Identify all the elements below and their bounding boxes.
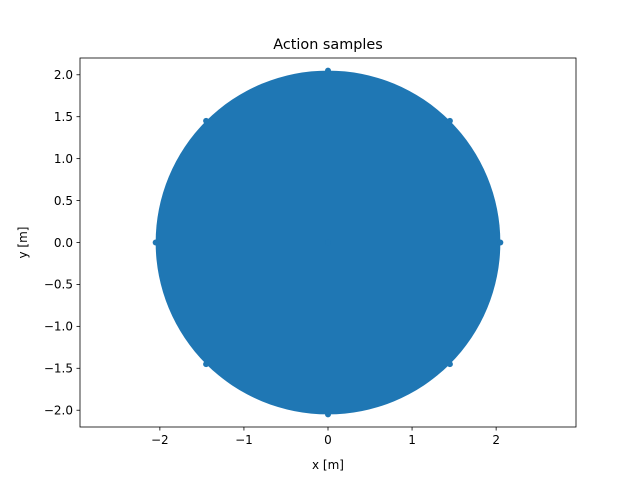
- scatter-point: [497, 239, 504, 246]
- y-tick-label: 1.5: [54, 110, 73, 124]
- y-tick-label: −0.5: [44, 278, 73, 292]
- y-tick-label: 1.0: [54, 152, 73, 166]
- scatter-point: [203, 361, 210, 368]
- scatter-point: [446, 361, 453, 368]
- scatter-point: [325, 239, 331, 246]
- scatter-point: [325, 67, 331, 74]
- x-tick-label: −1: [235, 433, 253, 447]
- plot-area: [152, 67, 504, 418]
- y-tick-label: −1.5: [44, 362, 73, 376]
- x-tick-label: 2: [492, 433, 500, 447]
- y-tick-label: 0.5: [54, 194, 73, 208]
- chart-title: Action samples: [273, 37, 382, 53]
- x-axis-label: x [m]: [312, 458, 344, 472]
- x-tick-label: 0: [324, 433, 332, 447]
- y-tick-label: 0.0: [54, 236, 73, 250]
- scatter-point: [325, 411, 331, 418]
- scatter-point: [203, 117, 210, 124]
- axis-ticks: −2 −1 0 1 2 −2.0 −1.5 −1.0 −0.5 0.0 0.5 1.0 1.5 2.0: [44, 68, 500, 447]
- scatter-point: [446, 117, 453, 124]
- y-tick-label: −2.0: [44, 404, 73, 418]
- y-tick-label: 2.0: [54, 68, 73, 82]
- y-tick-label: −1.0: [44, 320, 73, 334]
- scatter-point: [152, 239, 159, 246]
- x-tick-label: −2: [151, 433, 169, 447]
- x-tick-label: 1: [408, 433, 416, 447]
- y-axis-label: y [m]: [16, 227, 30, 259]
